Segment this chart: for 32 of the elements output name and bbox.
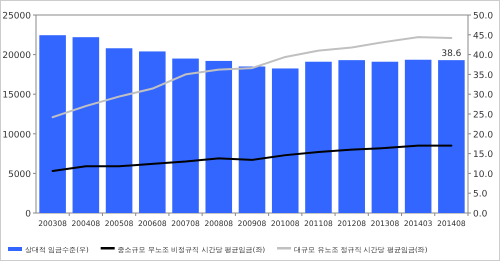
data-label: 38.6 — [441, 49, 462, 60]
line-series — [52, 144, 452, 172]
y-tick-label: 0 — [25, 210, 32, 220]
y-tick-label: 15000 — [2, 90, 32, 101]
y2-tick-label: 30.0 — [473, 90, 494, 101]
bar — [404, 60, 432, 213]
y2-tick-label: 15.0 — [473, 150, 494, 160]
y-tick-label: 20000 — [2, 51, 32, 62]
bar — [438, 60, 465, 213]
bar — [305, 62, 332, 213]
bar — [205, 60, 232, 213]
y-tick-label: 25000 — [2, 12, 32, 22]
bar — [106, 48, 132, 213]
bar — [39, 35, 66, 213]
bar — [338, 60, 365, 213]
bar — [272, 68, 299, 213]
bar — [172, 58, 199, 213]
y2-tick-label: 25.0 — [473, 110, 494, 120]
y2-tick-label: 40.0 — [473, 51, 494, 62]
y-tick-label: 10000 — [2, 130, 32, 140]
bar — [372, 62, 398, 213]
y2-tick-label: 5.0 — [473, 190, 488, 200]
y2-tick-label: 10.0 — [473, 170, 494, 180]
y2-tick-label: 35.0 — [473, 70, 494, 81]
bar — [238, 66, 266, 213]
y2-tick-label: 45.0 — [473, 31, 494, 42]
bar — [72, 37, 100, 213]
y2-tick-label: 20.0 — [473, 130, 494, 140]
y-tick-label: 5000 — [8, 170, 32, 180]
bar — [139, 51, 166, 213]
y2-tick-label: 50.0 — [473, 12, 494, 22]
y2-tick-label: 0.0 — [473, 210, 488, 220]
